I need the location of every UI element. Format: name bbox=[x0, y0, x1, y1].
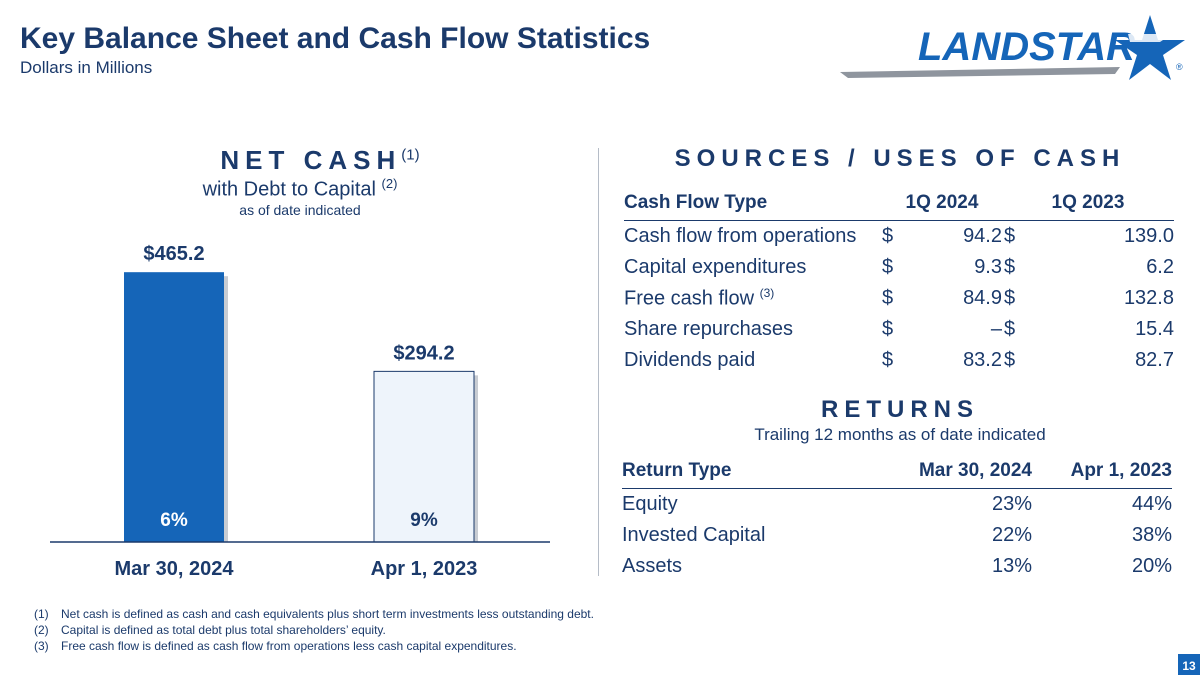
net-cash-subtitle-note: (2) bbox=[381, 176, 398, 191]
cash-flow-label-text: Cash flow from operations bbox=[624, 225, 857, 247]
cash-flow-label: Cash flow from operations bbox=[624, 221, 882, 253]
value-1q-2023: 6.2 bbox=[1146, 256, 1174, 278]
value-1q-2024: 84.9 bbox=[963, 287, 1002, 309]
cash-flow-header-row: Cash Flow Type 1Q 2024 1Q 2023 bbox=[624, 186, 1174, 221]
cash-flow-label-note: (3) bbox=[759, 286, 775, 301]
net-cash-subtitle: with Debt to Capital (2) bbox=[120, 176, 480, 202]
star-stripe bbox=[1128, 34, 1172, 42]
return-value-apr-1-2023: 20% bbox=[1131, 555, 1172, 577]
logo-swoosh bbox=[840, 67, 1120, 78]
net-cash-as-of: as of date indicated bbox=[239, 202, 361, 218]
header-mar-30-2024: Mar 30, 2024 bbox=[852, 454, 1032, 489]
returns-title: RETURNS bbox=[820, 396, 979, 423]
footnote-text: Capital is defined as total debt plus to… bbox=[61, 623, 386, 637]
currency-symbol: $ bbox=[882, 349, 894, 371]
returns-header-row: Return Type Mar 30, 2024 Apr 1, 2023 bbox=[622, 454, 1172, 489]
return-value-mar-30-2024: 23% bbox=[991, 493, 1032, 515]
return-value-mar-30-2024: 13% bbox=[991, 555, 1032, 577]
value-1q-2023: 139.0 bbox=[1123, 225, 1174, 247]
registered-mark: ® bbox=[1176, 62, 1183, 72]
cash-flow-label: Free cash flow (3) bbox=[624, 283, 882, 314]
footnote-number: (1) bbox=[34, 607, 49, 621]
footnotes: (1) Net cash is defined as cash and cash … bbox=[34, 606, 594, 654]
footnote: (2) Capital is defined as total debt plus… bbox=[34, 622, 594, 638]
page-number: 13 bbox=[1178, 654, 1200, 675]
cash-flow-label: Share repurchases bbox=[624, 314, 882, 345]
currency-symbol: $ bbox=[882, 256, 894, 278]
debt-to-capital-label: 9% bbox=[410, 510, 438, 531]
footnote-text: Net cash is defined as cash and cash equ… bbox=[61, 607, 594, 621]
bar bbox=[124, 272, 224, 542]
section-divider bbox=[598, 148, 599, 576]
value-1q-2023: 82.7 bbox=[1135, 349, 1174, 371]
return-value-apr-1-2023: 44% bbox=[1131, 493, 1172, 515]
currency-symbol: $ bbox=[882, 225, 894, 247]
header-apr-1-2023: Apr 1, 2023 bbox=[1032, 454, 1172, 489]
logo-wordmark: LANDSTAR bbox=[918, 25, 1135, 69]
currency-symbol: $ bbox=[1004, 349, 1016, 371]
currency-symbol: $ bbox=[1004, 256, 1016, 278]
net-cash-title-note: (1) bbox=[401, 146, 420, 164]
returns-row: Invested Capital 22% 38% bbox=[622, 520, 1172, 551]
footnote-number: (2) bbox=[34, 623, 49, 637]
cash-flow-label-text: Free cash flow bbox=[624, 287, 755, 310]
star-icon bbox=[1115, 15, 1185, 80]
header-cash-flow-type: Cash Flow Type bbox=[624, 186, 882, 221]
returns-row: Assets 13% 20% bbox=[622, 551, 1172, 582]
cash-flow-label: Dividends paid bbox=[624, 345, 882, 376]
currency-symbol: $ bbox=[1004, 225, 1016, 247]
value-1q-2023: 132.8 bbox=[1123, 287, 1174, 309]
footnote: (1) Net cash is defined as cash and cash … bbox=[34, 606, 594, 622]
cash-flow-row: Dividends paid $83.2 $82.7 bbox=[624, 345, 1174, 376]
cash-flow-row: Free cash flow (3) $84.9 $132.8 bbox=[624, 283, 1174, 314]
value-1q-2024: 94.2 bbox=[963, 225, 1002, 247]
page-subtitle: Dollars in Millions bbox=[20, 58, 153, 77]
value-1q-2024: – bbox=[990, 318, 1002, 340]
returns-subtitle: Trailing 12 months as of date indicated bbox=[754, 425, 1046, 444]
sources-uses-title: SOURCES / USES OF CASH bbox=[674, 145, 1126, 172]
cash-flow-table: Cash Flow Type 1Q 2024 1Q 2023 Cash flow… bbox=[624, 186, 1174, 376]
return-value-mar-30-2024: 22% bbox=[991, 524, 1032, 546]
category-label: Mar 30, 2024 bbox=[115, 558, 235, 580]
bar-value-label: $465.2 bbox=[143, 243, 204, 265]
net-cash-chart: $465.2 6% Mar 30, 2024 $294.2 9% Apr 1, 2023 bbox=[50, 243, 550, 580]
return-value-apr-1-2023: 38% bbox=[1131, 524, 1172, 546]
category-label: Apr 1, 2023 bbox=[371, 558, 478, 580]
page-title: Key Balance Sheet and Cash Flow Statisti… bbox=[20, 22, 651, 55]
bar-value-label: $294.2 bbox=[393, 342, 454, 364]
return-type-label: Equity bbox=[622, 493, 678, 515]
cash-flow-label: Capital expenditures bbox=[624, 252, 882, 283]
net-cash-subtitle-text: with Debt to Capital bbox=[202, 178, 376, 201]
bar bbox=[373, 370, 475, 543]
value-1q-2024: 9.3 bbox=[974, 256, 1002, 278]
header-1q-2023: 1Q 2023 bbox=[1002, 186, 1174, 221]
currency-symbol: $ bbox=[882, 287, 894, 309]
header-1q-2024: 1Q 2024 bbox=[882, 186, 1002, 221]
header-return-type: Return Type bbox=[622, 454, 852, 489]
footnote: (3) Free cash flow is defined as cash flo… bbox=[34, 638, 594, 654]
returns-table: Return Type Mar 30, 2024 Apr 1, 2023 Equ… bbox=[622, 454, 1172, 582]
cash-flow-row: Share repurchases $ – $15.4 bbox=[624, 314, 1174, 345]
debt-to-capital-label: 6% bbox=[160, 510, 188, 531]
returns-row: Equity 23% 44% bbox=[622, 489, 1172, 521]
return-type-label: Invested Capital bbox=[622, 524, 766, 546]
cash-flow-row: Cash flow from operations $94.2 $139.0 bbox=[624, 221, 1174, 253]
net-cash-title-text: NET CASH bbox=[220, 145, 402, 175]
cash-flow-label-text: Dividends paid bbox=[624, 349, 756, 371]
landstar-logo: LANDSTAR ® bbox=[840, 15, 1185, 80]
footnote-text: Free cash flow is defined as cash flow f… bbox=[61, 639, 517, 653]
value-1q-2023: 15.4 bbox=[1135, 318, 1174, 340]
cash-flow-label-text: Capital expenditures bbox=[624, 256, 807, 278]
return-type-label: Assets bbox=[622, 555, 683, 577]
cash-flow-row: Capital expenditures $9.3 $6.2 bbox=[624, 252, 1174, 283]
footnote-number: (3) bbox=[34, 639, 49, 653]
net-cash-title: NET CASH(1) bbox=[120, 145, 520, 176]
currency-symbol: $ bbox=[1004, 318, 1016, 340]
cash-flow-label-text: Share repurchases bbox=[624, 318, 793, 340]
currency-symbol: $ bbox=[882, 318, 894, 340]
value-1q-2024: 83.2 bbox=[963, 349, 1002, 371]
currency-symbol: $ bbox=[1004, 287, 1016, 309]
